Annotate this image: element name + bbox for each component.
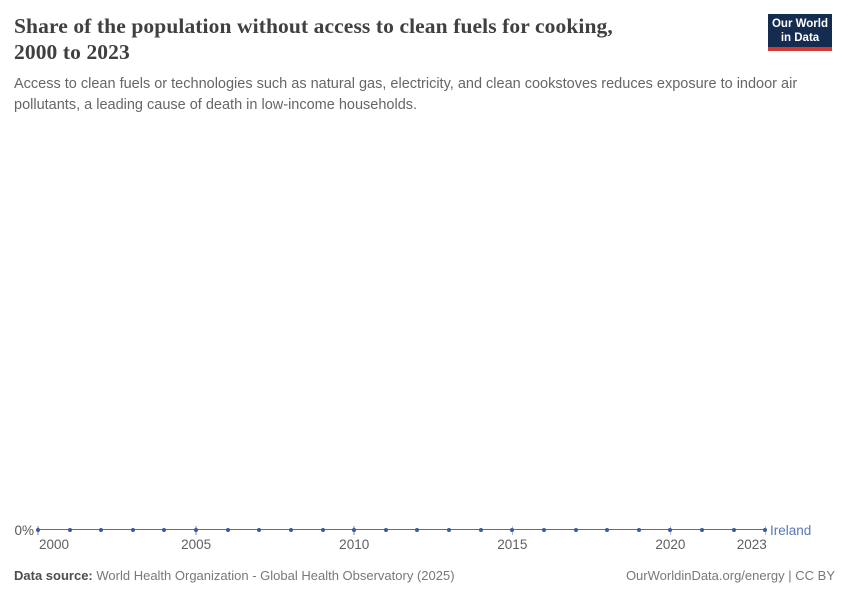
logo-line-2: in Data — [780, 31, 820, 44]
x-axis-tick-label: 2015 — [497, 537, 528, 552]
entity-label[interactable]: Ireland — [770, 522, 812, 538]
data-point[interactable] — [130, 527, 135, 532]
data-point[interactable] — [194, 527, 199, 532]
data-point[interactable] — [320, 527, 325, 532]
chart-footer: Data source: World Health Organization -… — [14, 568, 835, 583]
data-point[interactable] — [510, 527, 515, 532]
data-point[interactable] — [225, 527, 230, 532]
data-point[interactable] — [668, 527, 673, 532]
data-point[interactable] — [36, 527, 40, 532]
data-point[interactable] — [700, 527, 705, 532]
footer-credit[interactable]: OurWorldinData.org/energy | CC BY — [625, 568, 835, 583]
title-line-1: Share of the population without access t… — [14, 14, 613, 38]
data-source-value: World Health Organization - Global Healt… — [96, 568, 455, 583]
x-axis-tick-label: 2023 — [736, 537, 767, 552]
data-point[interactable] — [383, 527, 388, 532]
data-point[interactable] — [257, 527, 262, 532]
data-point[interactable] — [605, 527, 610, 532]
page-title: Share of the population without access t… — [14, 13, 759, 65]
x-axis-tick-label: 2000 — [39, 537, 70, 552]
x-axis-tick-label: 2005 — [181, 537, 212, 552]
data-point[interactable] — [67, 527, 72, 532]
x-axis-tick-label: 2010 — [339, 537, 370, 552]
data-point[interactable] — [162, 527, 167, 532]
data-source: Data source: World Health Organization -… — [14, 568, 455, 583]
data-source-label: Data source: — [14, 568, 93, 583]
chart-subtitle: Access to clean fuels or technologies su… — [14, 76, 798, 113]
logo-line-1: Our World — [771, 18, 828, 30]
owid-logo: Our World in Data — [768, 14, 832, 51]
x-axis-tick-label: 2020 — [655, 537, 686, 552]
data-point[interactable] — [447, 527, 452, 532]
data-point[interactable] — [541, 527, 546, 532]
data-point[interactable] — [288, 527, 293, 532]
data-point[interactable] — [763, 527, 768, 532]
series-line[interactable] — [38, 528, 766, 531]
data-point[interactable] — [636, 527, 641, 532]
data-point[interactable] — [573, 527, 578, 532]
data-point[interactable] — [478, 527, 483, 532]
data-point[interactable] — [99, 527, 104, 532]
data-point[interactable] — [415, 527, 420, 532]
title-line-2: 2000 to 2023 — [14, 40, 130, 64]
y-axis-label: 0% — [14, 522, 34, 538]
data-point[interactable] — [731, 527, 736, 532]
data-point[interactable] — [352, 527, 357, 532]
